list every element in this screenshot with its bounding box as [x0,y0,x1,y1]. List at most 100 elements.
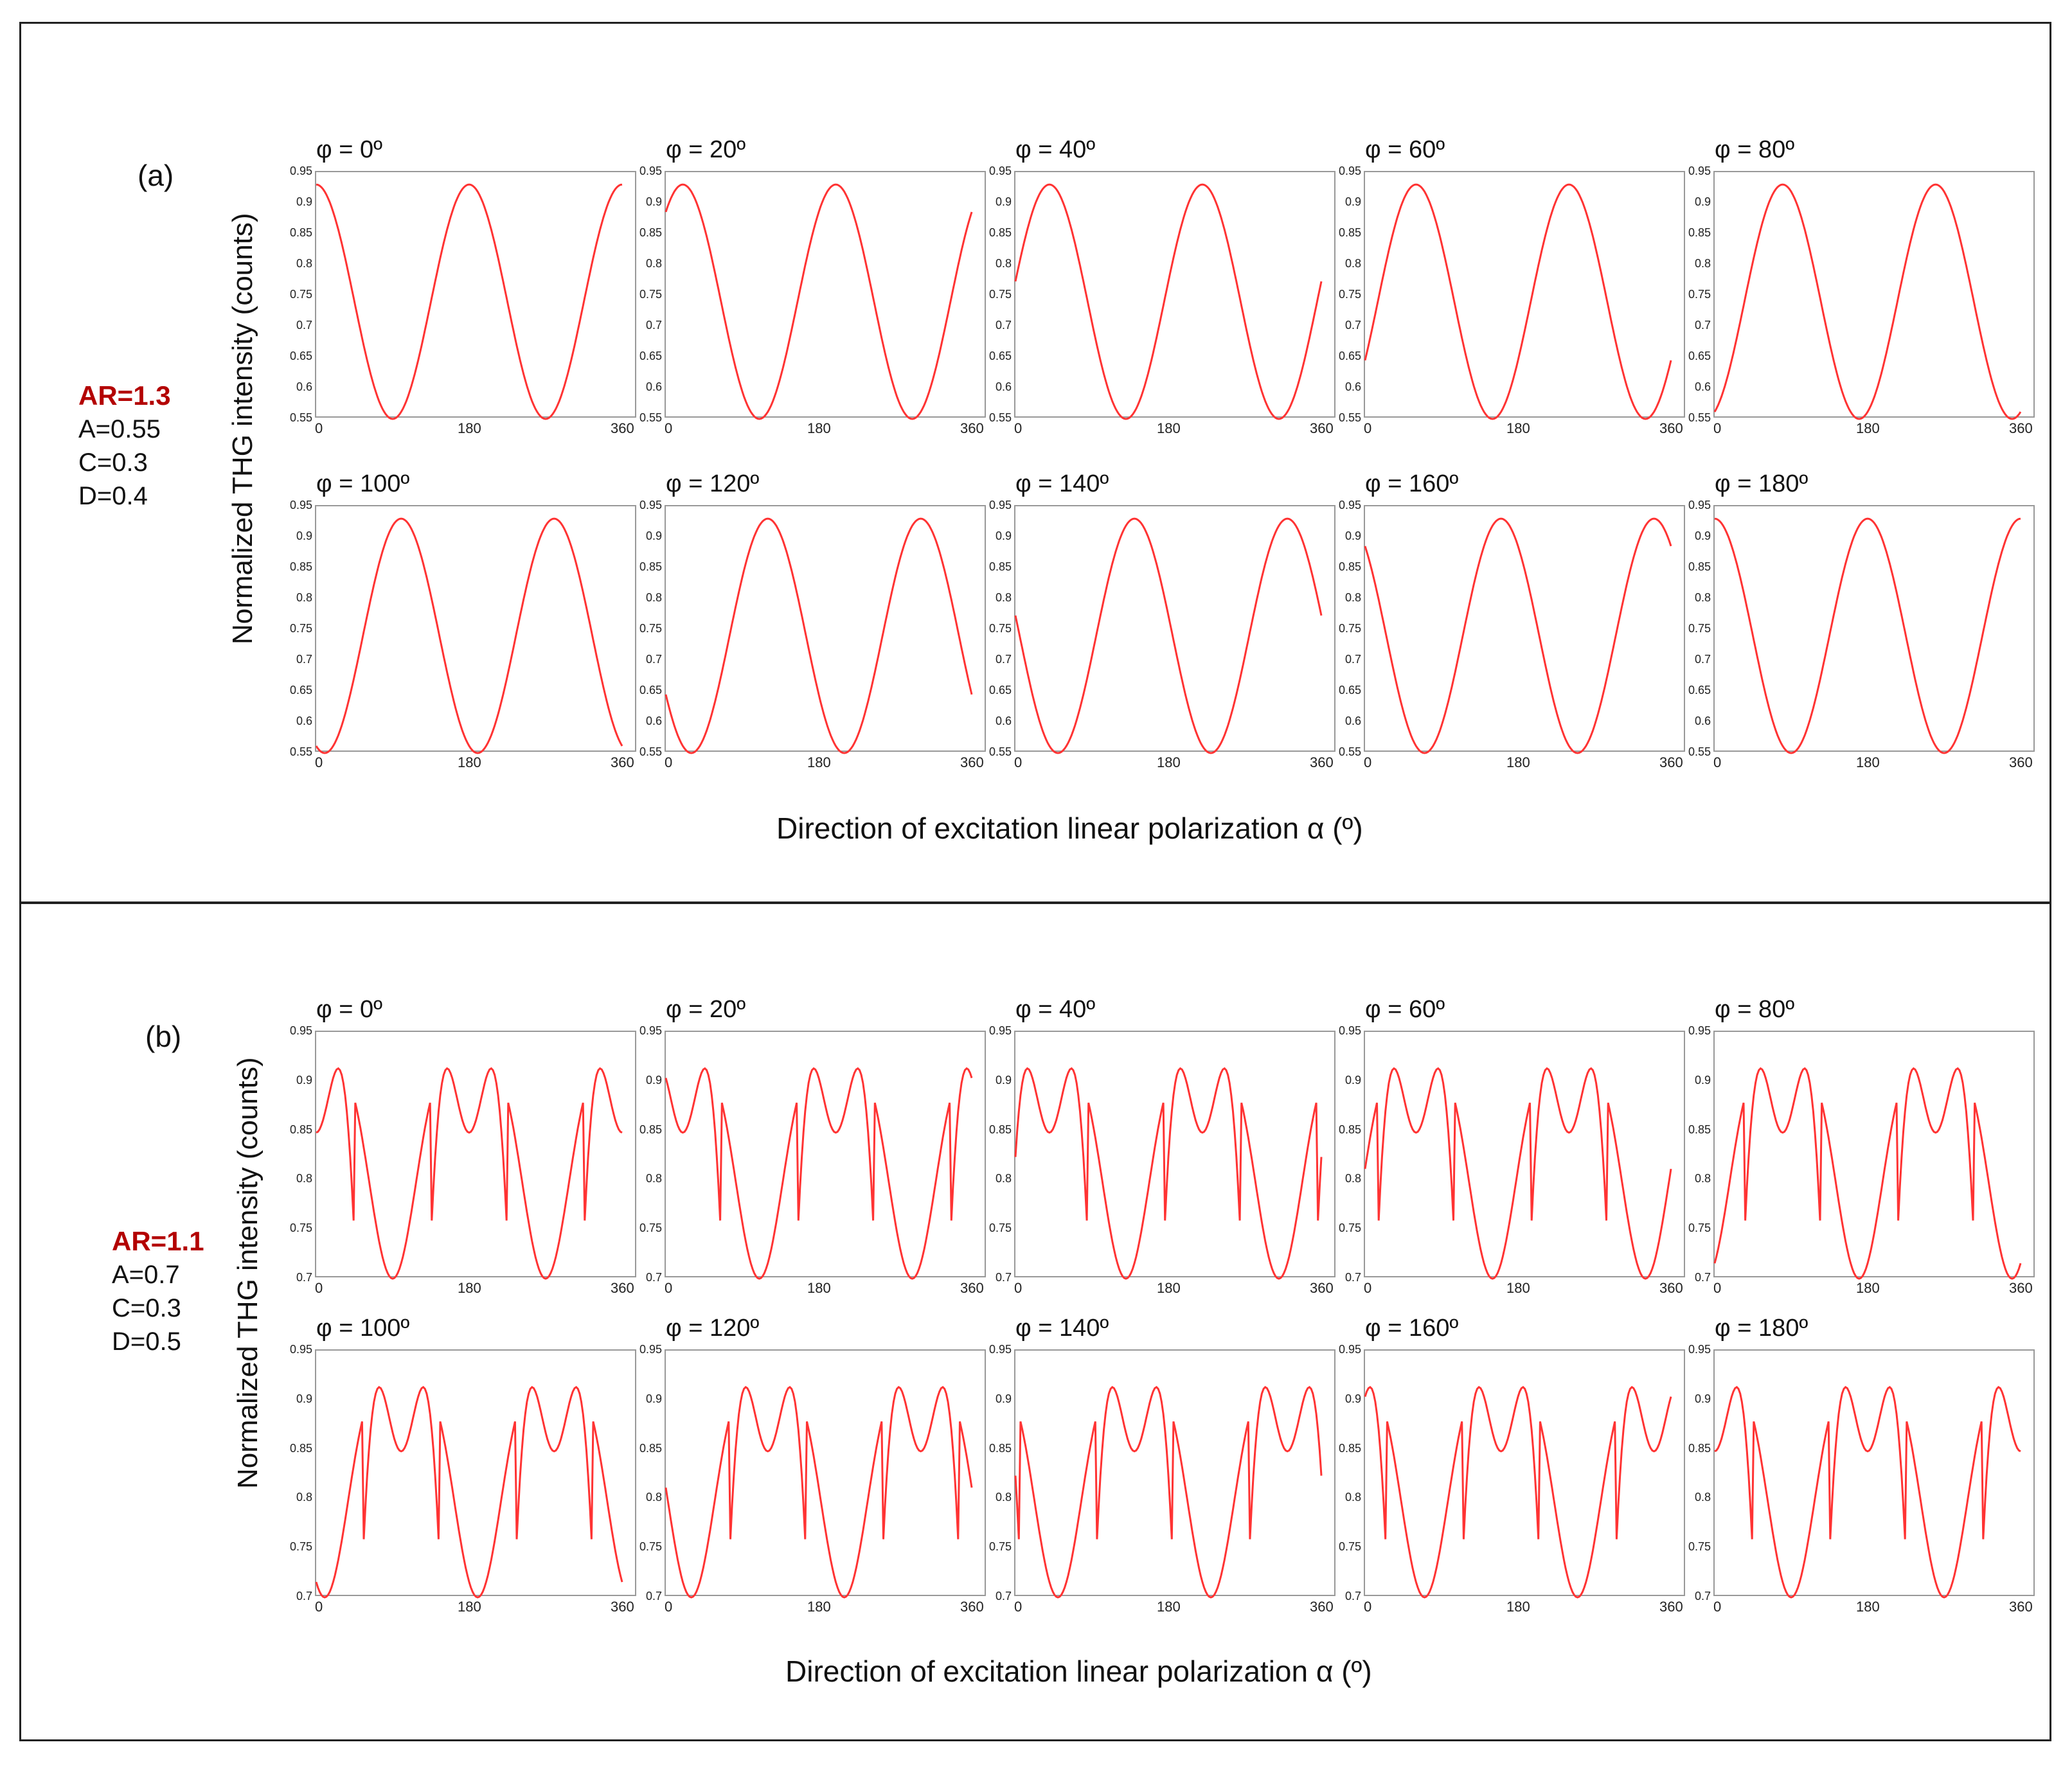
ytick-label: 0.85 [988,1123,1012,1136]
ytick-label: 0.8 [1344,591,1361,604]
xtick-label: 360 [1310,754,1334,770]
ytick-label: 0.9 [1344,1392,1361,1405]
subplot-axes [665,505,986,754]
subplot-title: φ = 100º [316,470,410,497]
subplot-plot [1364,183,1672,420]
xtick-label: 180 [807,1280,831,1296]
xtick-label: 360 [1659,1280,1683,1296]
ytick-label: 0.9 [1694,1392,1711,1405]
ytick-label: 0.85 [988,560,1012,573]
ytick-label: 0.85 [1688,560,1711,573]
ytick-label: 0.8 [1344,1172,1361,1185]
panel-b-c: C=0.3 [112,1294,181,1322]
ytick-label: 0.7 [645,1271,662,1284]
subplot-plot [315,517,623,754]
ytick-label: 0.8 [296,1491,312,1504]
xtick-label: 180 [1157,754,1181,770]
xtick-label: 180 [1506,1599,1530,1615]
xtick-label: 180 [807,420,831,436]
subplot-axes [665,1031,986,1280]
xtick-label: 0 [315,754,323,770]
subplot-plot [316,183,623,420]
xtick-label: 360 [611,1599,634,1615]
ytick-label: 0.9 [1694,529,1711,542]
xtick-label: 180 [1506,1280,1530,1296]
xtick-label: 360 [2009,754,2033,770]
ytick-label: 0.55 [1688,411,1711,424]
ytick-label: 0.7 [296,1271,312,1284]
ytick-label: 0.85 [289,226,312,239]
subplot-plot [665,517,973,754]
ytick-label: 0.65 [1338,350,1361,362]
ytick-label: 0.75 [289,1221,312,1235]
subplot-plot [1364,517,1672,754]
series-line [316,1067,623,1280]
ytick-label: 0.85 [1688,1123,1711,1136]
ytick-label: 0.85 [289,560,312,573]
ytick-label: 0.9 [296,529,312,542]
ytick-label: 0.8 [1344,257,1361,270]
subplot-axes [1713,1031,2035,1280]
ytick-label: 0.75 [1338,1221,1361,1235]
ytick-label: 0.95 [289,1024,312,1037]
ytick-label: 0.9 [645,1073,662,1087]
subplot-plot [1014,1067,1323,1280]
ytick-label: 0.65 [988,684,1012,697]
subplot-title: φ = 120º [666,470,760,497]
panel-a-params: AR=1.3 A=0.55 C=0.3 D=0.4 [78,379,171,513]
ytick-label: 0.85 [639,1441,662,1455]
subplot-title: φ = 80º [1715,996,1795,1023]
ytick-label: 0.7 [645,1590,662,1603]
ytick-label: 0.75 [1688,1540,1711,1554]
xtick-label: 180 [1157,1280,1181,1296]
series-line [1014,1385,1323,1599]
ytick-label: 0.55 [988,411,1012,424]
xtick-label: 360 [960,754,984,770]
ytick-label: 0.75 [988,288,1012,301]
ytick-label: 0.7 [296,653,312,666]
series-line [1714,1385,2021,1599]
subplot-axes [1713,171,2035,420]
panel-b-frame [19,902,2051,1741]
ytick-label: 0.6 [1694,715,1711,727]
ytick-label: 0.7 [1694,653,1711,666]
ytick-label: 0.55 [289,411,312,424]
ytick-label: 0.85 [1688,1441,1711,1455]
subplot-title: φ = 140º [1015,470,1109,497]
ytick-label: 0.8 [1344,1491,1361,1504]
ytick-label: 0.75 [1338,288,1361,301]
ytick-label: 0.75 [988,622,1012,635]
series-line [1364,1067,1672,1280]
xtick-label: 0 [665,1599,673,1615]
panel-a-ar: AR=1.3 [78,380,171,411]
ytick-label: 0.85 [639,560,662,573]
ytick-label: 0.8 [1694,1491,1711,1504]
series-line [1014,183,1323,420]
ytick-label: 0.7 [995,1590,1012,1603]
ytick-label: 0.95 [1688,499,1711,511]
ytick-label: 0.8 [1694,591,1711,604]
ytick-label: 0.85 [639,226,662,239]
xtick-label: 360 [1659,420,1683,436]
series-line [665,183,973,420]
subplot-title: φ = 160º [1365,470,1459,497]
ytick-label: 0.7 [1694,1590,1711,1603]
xtick-label: 360 [611,1280,634,1296]
subplot-title: φ = 20º [666,996,746,1023]
ytick-label: 0.85 [639,1123,662,1136]
series-line [665,1067,973,1280]
ytick-label: 0.95 [1688,1343,1711,1356]
panel-b-ar: AR=1.1 [112,1226,204,1256]
subplot-title: φ = 160º [1365,1315,1459,1342]
ytick-label: 0.85 [1338,1123,1361,1136]
xtick-label: 360 [1659,1599,1683,1615]
xtick-label: 0 [315,1280,323,1296]
series-line [1364,1385,1672,1599]
ytick-label: 0.7 [1344,1271,1361,1284]
xtick-label: 0 [665,1280,673,1296]
ytick-label: 0.9 [995,1392,1012,1405]
ytick-label: 0.65 [1688,350,1711,362]
ytick-label: 0.9 [645,1392,662,1405]
ytick-label: 0.85 [289,1123,312,1136]
ytick-label: 0.95 [1688,1024,1711,1037]
